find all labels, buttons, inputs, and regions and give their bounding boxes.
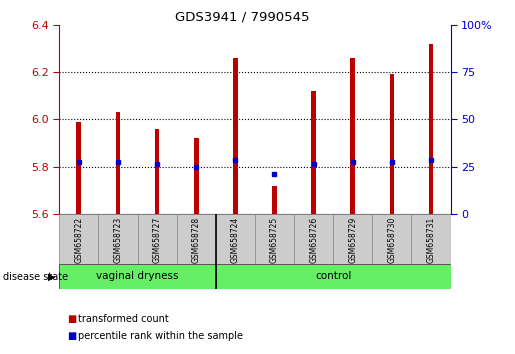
Text: GSM658725: GSM658725 bbox=[270, 217, 279, 263]
Bar bbox=[98, 214, 138, 264]
Bar bbox=[76, 122, 81, 214]
Bar bbox=[372, 214, 411, 264]
Text: GSM658730: GSM658730 bbox=[387, 217, 397, 263]
Text: ■: ■ bbox=[67, 331, 76, 341]
Text: GSM658731: GSM658731 bbox=[426, 217, 436, 263]
Text: disease state: disease state bbox=[3, 272, 67, 282]
Bar bbox=[294, 214, 333, 264]
Bar bbox=[138, 214, 177, 264]
Text: vaginal dryness: vaginal dryness bbox=[96, 271, 179, 281]
Bar bbox=[194, 138, 199, 214]
Text: GSM658729: GSM658729 bbox=[348, 217, 357, 263]
Text: GSM658722: GSM658722 bbox=[74, 217, 83, 263]
Bar bbox=[389, 74, 394, 214]
Bar bbox=[154, 129, 160, 214]
Bar bbox=[350, 58, 355, 214]
Bar bbox=[216, 264, 451, 289]
Text: GDS3941 / 7990545: GDS3941 / 7990545 bbox=[175, 11, 310, 24]
Bar bbox=[272, 186, 277, 214]
Bar bbox=[59, 214, 98, 264]
Bar bbox=[216, 214, 255, 264]
Text: GSM658724: GSM658724 bbox=[231, 217, 240, 263]
Bar bbox=[333, 214, 372, 264]
Text: GSM658726: GSM658726 bbox=[309, 217, 318, 263]
Bar bbox=[233, 58, 238, 214]
Bar bbox=[428, 44, 434, 214]
Bar bbox=[115, 112, 121, 214]
Bar bbox=[311, 91, 316, 214]
Bar bbox=[177, 214, 216, 264]
Bar bbox=[59, 264, 216, 289]
Text: GSM658728: GSM658728 bbox=[192, 217, 201, 263]
Bar bbox=[255, 214, 294, 264]
Bar bbox=[411, 214, 451, 264]
Text: ▶: ▶ bbox=[48, 272, 56, 282]
Text: GSM658723: GSM658723 bbox=[113, 217, 123, 263]
Text: percentile rank within the sample: percentile rank within the sample bbox=[78, 331, 243, 341]
Text: control: control bbox=[315, 271, 351, 281]
Text: transformed count: transformed count bbox=[78, 314, 169, 324]
Text: GSM658727: GSM658727 bbox=[152, 217, 162, 263]
Text: ■: ■ bbox=[67, 314, 76, 324]
